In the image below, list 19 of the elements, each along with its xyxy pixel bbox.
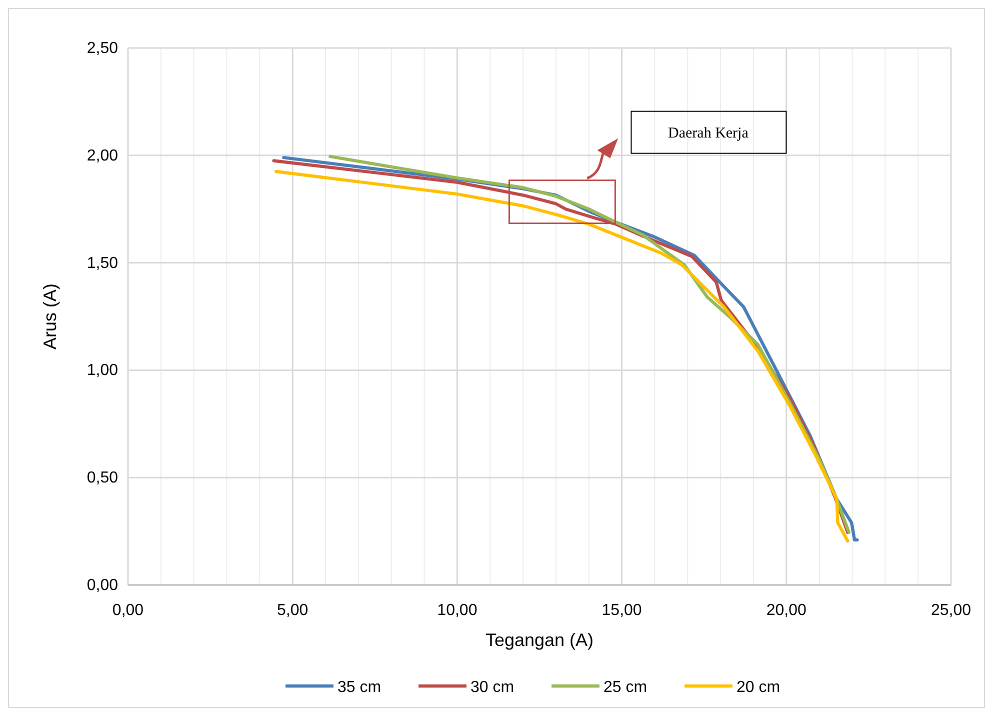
y-tick-label: 2,00 — [86, 147, 118, 164]
x-axis-title: Tegangan (A) — [485, 630, 594, 650]
x-tick-label: 25,00 — [930, 602, 972, 619]
y-tick-label: 1,50 — [86, 254, 118, 272]
x-tick-label: 5,00 — [277, 602, 308, 619]
legend-label: 20 cm — [736, 679, 780, 696]
x-tick-label: 0,00 — [112, 602, 144, 619]
x-tick-label: 20,00 — [766, 602, 807, 619]
x-tick-label: 10,00 — [437, 602, 478, 619]
y-tick-label: 0,00 — [86, 577, 118, 594]
legend-label: 25 cm — [604, 679, 648, 696]
annotation: Daerah Kerja — [668, 125, 749, 142]
legend-label: 35 cm — [338, 679, 382, 696]
x-tick-label: 15,00 — [602, 602, 642, 619]
y-tick-label: 1,00 — [86, 362, 118, 380]
y-axis-title: Arus (A) — [40, 283, 60, 350]
y-tick-label: 2,50 — [86, 40, 118, 57]
y-tick-label: 0,50 — [86, 470, 118, 487]
legend-label: 30 cm — [470, 679, 514, 696]
